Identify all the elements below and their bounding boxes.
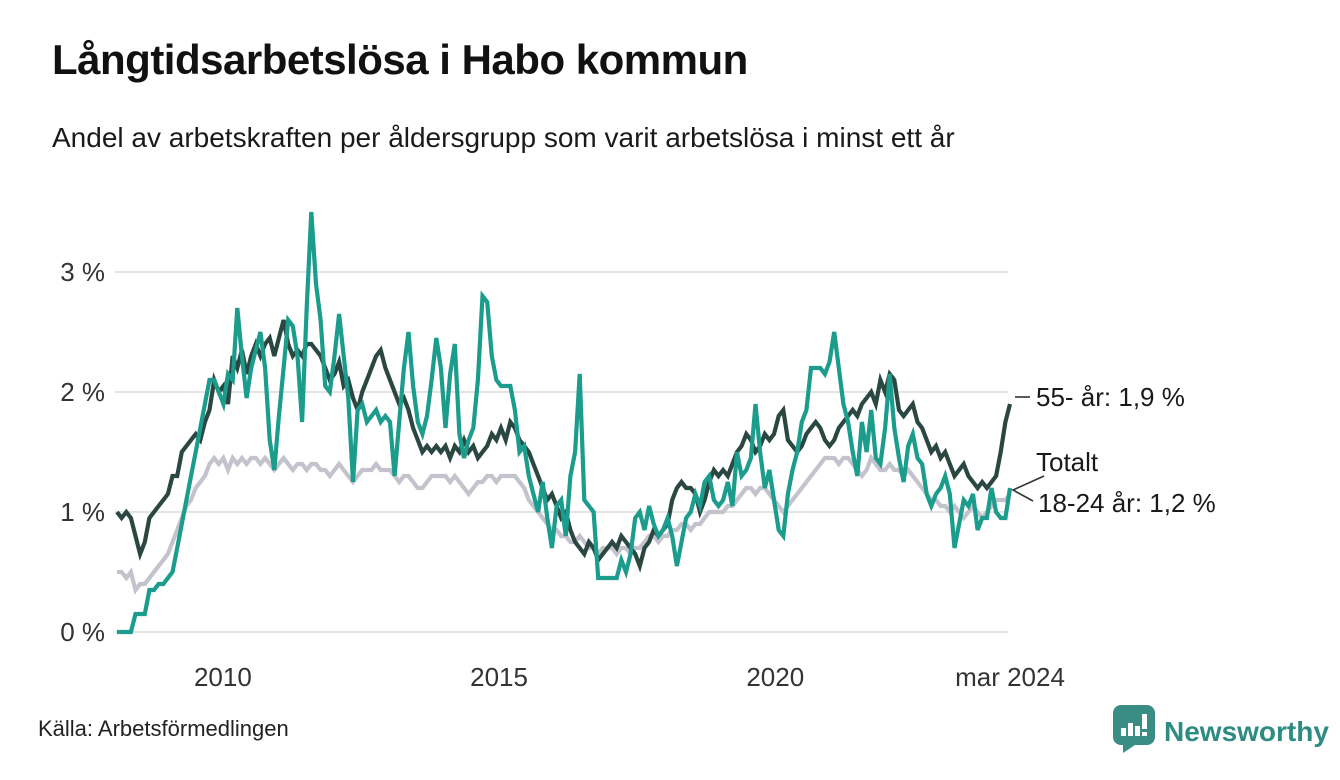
series-line-totalt — [117, 453, 1012, 595]
x-axis-tick-label: 2015 — [470, 662, 528, 692]
page-subtitle: Andel av arbetskraften per åldersgrupp s… — [52, 122, 955, 153]
source-caption: Källa: Arbetsförmedlingen — [38, 716, 289, 741]
end-label-totalt: Totalt — [1036, 447, 1099, 477]
connector-fork — [1011, 475, 1045, 502]
end-labels: 55- år: 1,9 % Totalt 18-24 år: 1,2 % — [1011, 382, 1216, 518]
y-axis-tick-label: 0 % — [60, 617, 105, 647]
newsworthy-wordmark: Newsworthy — [1164, 715, 1329, 747]
y-axis-tick-label: 2 % — [60, 377, 105, 407]
end-label-55: 55- år: 1,9 % — [1036, 382, 1185, 412]
x-axis-tick-label: 2010 — [194, 662, 252, 692]
newsworthy-bubble-chart-icon — [1112, 704, 1156, 759]
x-axis-tick-label: 2020 — [746, 662, 804, 692]
page-title: Långtidsarbetslösa i Habo kommun — [52, 36, 748, 83]
y-axis-tick-label: 3 % — [60, 257, 105, 287]
line-chart: 0 % 1 % 2 % 3 % 2010 2015 2020 mar 2024 55- år:… — [60, 211, 1216, 692]
end-label-1824: 18-24 år: 1,2 % — [1038, 488, 1216, 518]
newsworthy-logo[interactable]: Newsworthy — [1112, 704, 1329, 759]
y-axis-tick-label: 1 % — [60, 497, 105, 527]
x-axis-tick-label: mar 2024 — [955, 662, 1065, 692]
series-line-18-24-r — [117, 211, 1013, 635]
plot-area: 0 % 1 % 2 % 3 % 2010 2015 2020 mar 2024 — [60, 211, 1065, 692]
